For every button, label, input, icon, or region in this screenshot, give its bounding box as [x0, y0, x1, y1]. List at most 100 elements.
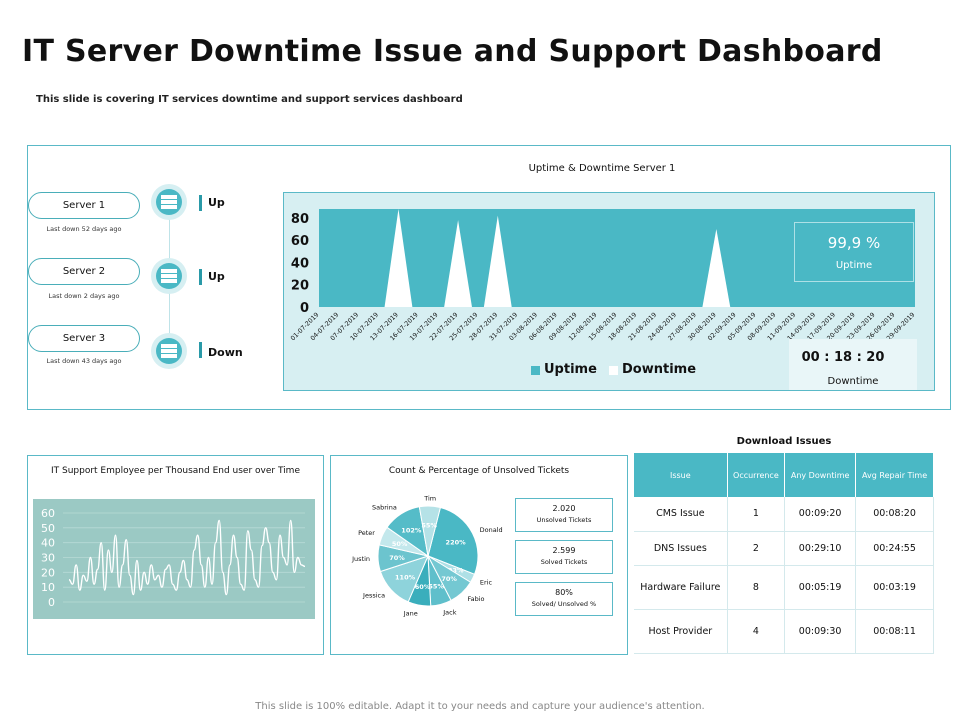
downtime-spike	[444, 220, 472, 307]
cell-avg-repair: 00:08:20	[855, 497, 934, 532]
unsolved-tickets-label: Unsolved Tickets	[536, 516, 592, 524]
unsolved-tickets-kpi: 2.020 Unsolved Tickets	[515, 498, 613, 532]
uptime-area	[319, 209, 915, 307]
uptime-chart-title: Uptime & Downtime Server 1	[528, 163, 676, 174]
y-tick-label: 60	[291, 234, 309, 249]
y-tick-label: 20	[41, 566, 55, 579]
server-2-icon	[151, 258, 187, 294]
uptime-kpi-label: Uptime	[835, 260, 873, 271]
server-2-pill[interactable]: Server 2	[28, 258, 140, 285]
legend-uptime-swatch	[531, 366, 540, 375]
pie-data-label: 70%	[441, 575, 457, 583]
cell-occurrence: 8	[727, 565, 786, 610]
cell-occurrence: 2	[727, 531, 786, 566]
y-tick-label: 60	[41, 507, 55, 520]
pie-category-label: Eric	[480, 578, 493, 586]
pie-category-label: Fabio	[467, 595, 484, 603]
y-tick-label: 80	[291, 212, 309, 227]
downtime-kpi-label: Downtime	[827, 376, 879, 387]
pie-category-label: Jack	[442, 608, 456, 616]
pie-category-label: Jessica	[362, 592, 385, 600]
server-1-status: Up	[208, 196, 225, 209]
legend-uptime-label: Uptime	[544, 362, 597, 377]
down-arrow-icon	[199, 342, 202, 358]
up-arrow-icon	[199, 195, 202, 211]
cell-issue: Host Provider	[634, 609, 728, 654]
tickets-panel	[330, 455, 628, 655]
cell-avg-repair: 00:08:11	[855, 609, 934, 654]
tickets-chart-title: Count & Percentage of Unsolved Tickets	[388, 466, 570, 476]
y-tick-label: 0	[48, 596, 55, 609]
y-tick-label: 30	[41, 552, 55, 565]
table-row: CMS Issue 1 00:09:20 00:08:20	[634, 497, 934, 532]
col-header-any-downtime: Any Downtime	[784, 453, 857, 497]
pie-category-label: Justin	[351, 555, 370, 563]
server-1-note: Last down 52 days ago	[46, 225, 122, 233]
col-header-occurrence: Occurrence	[727, 453, 786, 497]
cell-issue: CMS Issue	[634, 497, 728, 532]
page-title: IT Server Downtime Issue and Support Das…	[22, 34, 883, 69]
cell-any-downtime: 00:05:19	[784, 565, 857, 610]
legend-downtime-label: Downtime	[622, 362, 697, 377]
y-tick-label: 50	[41, 522, 55, 535]
server-2-note: Last down 2 days ago	[48, 292, 120, 300]
solved-ratio-label: Solved/ Unsolved %	[531, 600, 597, 608]
server-1-icon	[151, 184, 187, 220]
cell-any-downtime: 00:09:30	[784, 609, 857, 654]
server-3-pill[interactable]: Server 3	[28, 325, 140, 352]
pie-data-label: 55%	[428, 582, 444, 590]
cell-any-downtime: 00:29:10	[784, 531, 857, 566]
server-3-status: Down	[208, 346, 243, 359]
unsolved-tickets-value: 2.020	[552, 504, 576, 513]
cell-any-downtime: 00:09:20	[784, 497, 857, 532]
pie-data-label: 50%	[392, 540, 408, 548]
pie-slice	[427, 506, 479, 575]
y-tick-label: 20	[291, 279, 309, 294]
solved-tickets-value: 2.599	[552, 546, 576, 555]
server-2-status: Up	[208, 270, 225, 283]
uptime-downtime-chart: 02040608001-07-201904-07-201907-07-20191…	[290, 209, 916, 342]
pie-category-label: Jane	[403, 610, 418, 618]
pie-category-label: Donald	[480, 526, 503, 534]
footer-note: This slide is 100% editable. Adapt it to…	[255, 701, 705, 712]
support-chart-title: IT Support Employee per Thousand End use…	[50, 466, 300, 476]
pie-data-label: 60%	[415, 583, 431, 591]
download-issues-title: Download Issues	[736, 436, 832, 447]
download-issues-table: Issue Occurrence Any Downtime Avg Repair…	[634, 453, 934, 654]
up-arrow-icon	[199, 269, 202, 285]
cell-issue: DNS Issues	[634, 531, 728, 566]
downtime-spike	[384, 209, 413, 307]
uptime-kpi-box	[794, 222, 914, 282]
pie-data-label: 70%	[389, 554, 405, 562]
y-tick-label: 40	[291, 256, 309, 271]
downtime-spike	[483, 215, 512, 307]
support-chart-bg	[33, 499, 315, 619]
pie-slice	[418, 505, 441, 557]
server-1-pill[interactable]: Server 1	[28, 192, 140, 219]
table-header-row: Issue Occurrence Any Downtime Avg Repair…	[634, 453, 934, 497]
legend-downtime-swatch	[609, 366, 618, 375]
unsolved-tickets-pie: 220% Donald 23% Eric 70% Fabio 55% Jack 60% Jane 1…	[351, 495, 503, 618]
solved-tickets-label: Solved Tickets	[540, 558, 588, 566]
table-row: Hardware Failure 8 00:05:19 00:03:19	[634, 565, 934, 610]
pie-data-label: 102%	[401, 526, 422, 534]
cell-occurrence: 1	[727, 497, 786, 532]
cell-occurrence: 4	[727, 609, 786, 654]
solved-tickets-kpi: 2.599 Solved Tickets	[515, 540, 613, 574]
cell-issue: Hardware Failure	[634, 565, 728, 610]
cell-avg-repair: 00:24:55	[855, 531, 934, 566]
pie-category-label: Tim	[423, 495, 436, 503]
col-header-issue: Issue	[634, 453, 728, 497]
uptime-kpi-value: 99,9 %	[827, 234, 881, 252]
y-tick-label: 10	[41, 581, 55, 594]
pie-category-label: Sabrina	[372, 504, 397, 512]
pie-data-label: 23%	[448, 566, 464, 574]
downtime-kpi-value: 00 : 18 : 20	[801, 350, 885, 365]
series-line	[68, 519, 306, 596]
downtime-kpi-box	[789, 339, 917, 390]
cell-avg-repair: 00:03:19	[855, 565, 934, 610]
solved-ratio-kpi: 80% Solved/ Unsolved %	[515, 582, 613, 616]
col-header-avg-repair-time: Avg Repair Time	[855, 453, 934, 497]
pie-data-label: 220%	[446, 538, 467, 546]
solved-ratio-value: 80%	[555, 588, 573, 597]
